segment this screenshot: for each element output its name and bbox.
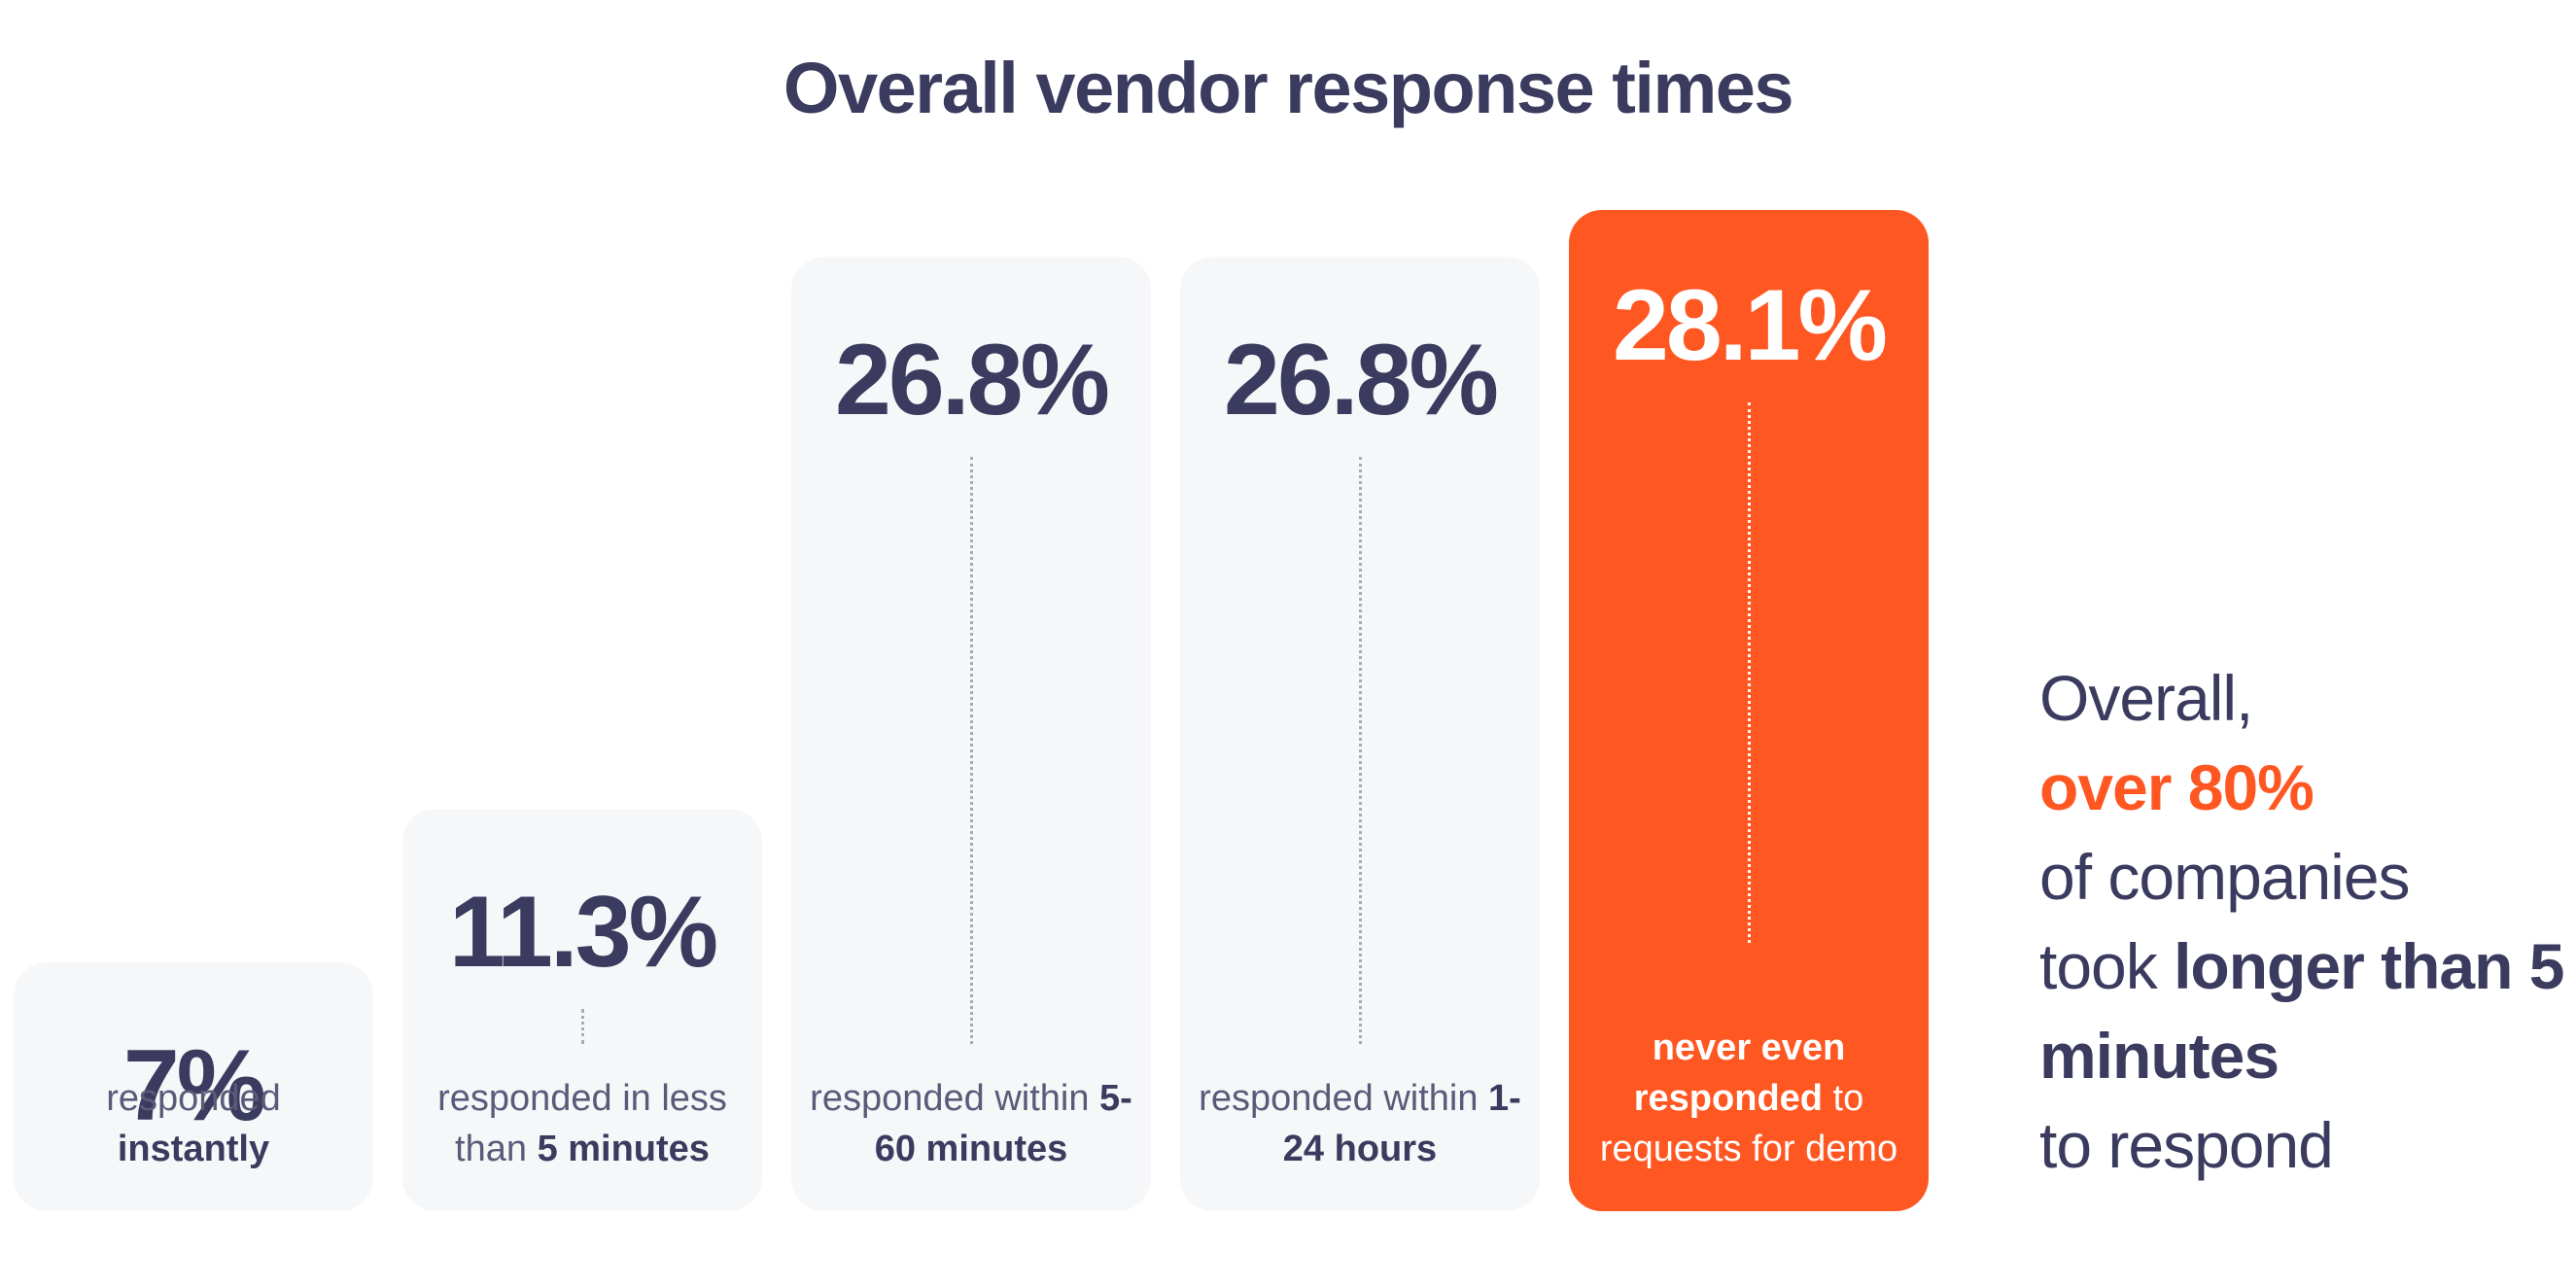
bar-category-label: responded in less than 5 minutes (437, 1078, 727, 1169)
bar-value-label: 26.8% (1224, 324, 1499, 436)
chart-title: Overall vendor response times (783, 48, 1794, 128)
bar-5: 28.1% never even responded to requests fo… (1569, 210, 1929, 1211)
bar-category-label: never even responded to requests for dem… (1599, 1027, 1898, 1169)
bar-connector-line (970, 457, 973, 1044)
summary-text: Overall, over 80% of companies took long… (2039, 653, 2564, 1190)
summary-line-1: Overall, (2039, 662, 2253, 734)
bar-1: 7% responded instantly (14, 962, 373, 1211)
bar-value-label: 28.1% (1613, 269, 1888, 382)
bar-3: 26.8% responded within 5-60 minutes (791, 257, 1151, 1211)
summary-line-4: took longer than 5 minutes (2039, 930, 2564, 1092)
bar-2: 11.3% responded in less than 5 minutes (402, 809, 762, 1211)
bar-category-label: responded within 1-24 hours (1199, 1078, 1521, 1169)
bar-connector-line (1748, 402, 1751, 943)
bar-value-label: 11.3% (448, 876, 718, 989)
bar-4: 26.8% responded within 1-24 hours (1180, 257, 1540, 1211)
bar-value-label: 7% (122, 1029, 266, 1142)
bar-category-label: responded instantly (106, 1078, 281, 1169)
summary-line-5: to respond (2039, 1109, 2334, 1181)
summary-highlight: over 80% (2039, 751, 2315, 823)
summary-bold: longer than 5 minutes (2039, 930, 2564, 1092)
bar-connector-line (581, 1009, 584, 1044)
bar-value-label: 26.8% (835, 324, 1110, 436)
bar-connector-line (1359, 457, 1362, 1044)
summary-line-3: of companies (2039, 841, 2411, 913)
bar-category-label: responded within 5-60 minutes (810, 1078, 1132, 1169)
